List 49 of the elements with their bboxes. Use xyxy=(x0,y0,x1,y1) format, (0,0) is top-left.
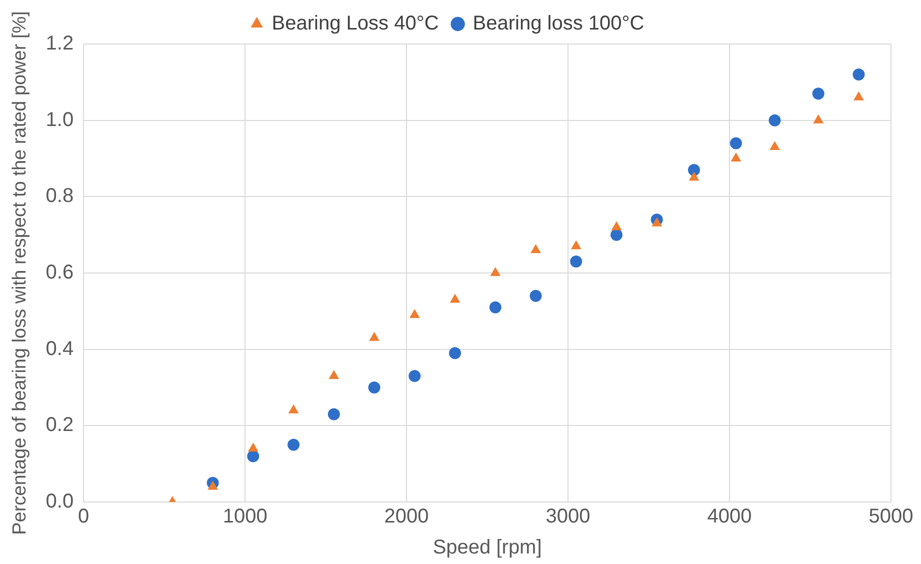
point xyxy=(449,347,462,360)
point xyxy=(247,450,260,462)
point xyxy=(248,442,258,452)
point xyxy=(570,240,582,250)
point xyxy=(208,480,218,490)
point xyxy=(288,404,299,414)
x-tick-label: 2000 xyxy=(384,506,429,528)
point xyxy=(852,68,865,81)
point xyxy=(490,267,501,276)
point xyxy=(730,152,742,162)
y-tick-label: 0.6 xyxy=(46,262,74,284)
point xyxy=(489,301,502,314)
point xyxy=(368,382,380,394)
point xyxy=(570,256,582,268)
point xyxy=(408,370,421,382)
point xyxy=(652,217,662,226)
point xyxy=(688,172,700,181)
x-tick-label: 4000 xyxy=(707,506,752,528)
point xyxy=(409,308,420,318)
point xyxy=(611,221,622,230)
point xyxy=(770,141,780,150)
point xyxy=(768,114,781,126)
y-tick-label: 0.2 xyxy=(46,414,74,436)
x-tick-label: 0 xyxy=(78,506,90,528)
y-tick-label: 0.8 xyxy=(46,185,74,208)
y-axis-title: Percentage of bearing loss with respect to the rated power [%] xyxy=(10,11,31,535)
point xyxy=(854,91,864,100)
point xyxy=(812,88,824,100)
x-axis-title: Speed [rpm] xyxy=(432,536,542,559)
point xyxy=(369,332,380,341)
point xyxy=(688,164,700,176)
point xyxy=(450,294,460,303)
y-tick-label: 0.4 xyxy=(46,338,74,360)
y-tick-label: 1.0 xyxy=(46,108,74,131)
x-tick-label: 5000 xyxy=(868,506,914,528)
legend-label: Bearing loss 100°C xyxy=(472,12,644,35)
point xyxy=(813,114,824,124)
point xyxy=(530,244,541,254)
point xyxy=(328,408,340,420)
point xyxy=(610,228,622,241)
y-tick-label: 0.0 xyxy=(46,490,74,513)
point xyxy=(288,438,300,451)
x-tick-label: 3000 xyxy=(546,506,590,528)
x-tick-label: 1000 xyxy=(222,506,268,528)
point xyxy=(730,137,742,150)
point xyxy=(530,290,542,302)
point xyxy=(328,370,340,380)
legend-label: Bearing Loss 40°C xyxy=(272,12,439,35)
y-tick-label: 1.2 xyxy=(46,32,74,55)
